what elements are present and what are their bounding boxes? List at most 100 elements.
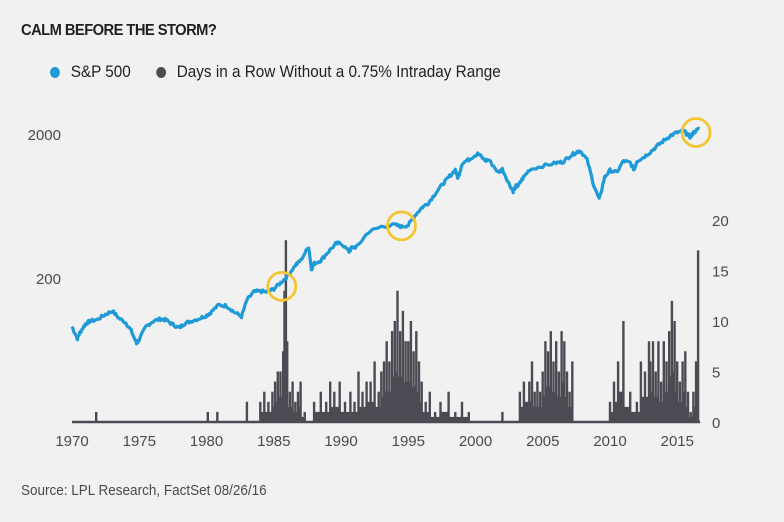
bar-days	[696, 391, 699, 422]
bar-days	[374, 406, 379, 422]
bar-days	[402, 381, 406, 422]
bar-days	[455, 416, 462, 422]
bar-days	[529, 401, 532, 422]
bar-days	[614, 401, 618, 422]
bar-days	[643, 371, 647, 422]
chart-title: CALM BEFORE THE STORM?	[21, 22, 217, 39]
bar-days	[542, 396, 546, 423]
bar-days	[329, 381, 332, 422]
bar-days	[692, 391, 695, 422]
bar-days	[303, 411, 306, 422]
bar-days	[440, 411, 449, 422]
bar-days	[682, 391, 686, 422]
x-tick-label: 2005	[526, 433, 559, 450]
x-tick-label: 1995	[392, 433, 425, 450]
line-series-sp500	[70, 126, 701, 346]
bar-days	[685, 406, 688, 422]
bar-days	[345, 411, 351, 422]
bar-days	[548, 386, 551, 422]
bar-days	[428, 391, 431, 422]
bar-days	[410, 386, 414, 422]
bar-days	[396, 290, 399, 422]
bar-days	[339, 411, 346, 422]
x-tick-label: 2015	[661, 433, 694, 450]
bar-days	[299, 381, 302, 422]
bar-days	[541, 371, 544, 422]
bar-days	[384, 391, 387, 422]
bar-days	[654, 371, 657, 422]
bar-days	[688, 416, 691, 422]
bar-series-days	[95, 240, 700, 423]
bar-days	[390, 331, 394, 422]
bar-days	[260, 411, 265, 422]
bar-days	[263, 391, 266, 422]
bar-days	[381, 396, 384, 423]
bar-days	[419, 401, 422, 422]
bar-days	[679, 401, 683, 422]
bar-days	[657, 341, 660, 422]
bar-days	[358, 406, 363, 422]
bar-days	[462, 416, 469, 422]
bar-days	[448, 416, 456, 422]
x-tick-label: 2000	[459, 433, 492, 450]
x-tick-label: 1970	[55, 433, 88, 450]
bar-days	[501, 411, 504, 422]
bar-days	[361, 391, 364, 422]
bar-days	[312, 401, 316, 422]
bar-days	[549, 331, 552, 422]
legend-marker-days	[156, 66, 166, 78]
x-tick-label: 1975	[123, 433, 156, 450]
bar-days	[645, 396, 649, 423]
annotation-circle	[386, 210, 417, 242]
bar-days	[610, 411, 614, 422]
bar-days	[272, 406, 276, 422]
bar-days	[636, 411, 641, 422]
bar-days	[661, 401, 664, 422]
bar-days	[279, 371, 282, 422]
bar-days	[416, 391, 419, 422]
bar-days	[538, 391, 542, 422]
bar-days	[289, 406, 293, 422]
bar-days	[421, 411, 426, 422]
x-tick-label: 1990	[324, 433, 357, 450]
legend-marker-sp500	[50, 66, 60, 78]
bar-days	[378, 406, 382, 422]
bar-days	[283, 386, 285, 422]
bar-days	[413, 386, 417, 422]
bar-days	[690, 416, 694, 422]
bar-days	[564, 396, 567, 423]
bar-days	[653, 396, 656, 423]
bar-days	[658, 401, 662, 422]
bar-days	[295, 411, 298, 422]
bar-days	[569, 406, 573, 422]
bar-days	[268, 411, 273, 422]
bar-days	[556, 396, 559, 423]
right-axis-ticks: 0 5 10 15 20	[712, 213, 729, 432]
annotation-circles	[266, 117, 712, 302]
bar-days	[264, 411, 269, 422]
bar-days	[618, 391, 624, 422]
annotation-circle	[680, 117, 712, 148]
bar-days	[389, 391, 393, 422]
bar-days	[394, 371, 398, 422]
right-axis-tick-label: 20	[712, 213, 729, 230]
bar-days	[571, 361, 574, 422]
bar-days	[523, 401, 530, 422]
bar-days	[380, 371, 383, 422]
bar-days	[651, 341, 655, 422]
bar-days	[674, 391, 678, 422]
bar-days	[401, 310, 405, 422]
bar-days	[291, 381, 294, 422]
bar-days	[366, 401, 371, 422]
bar-days	[447, 391, 450, 422]
bar-days	[429, 416, 436, 422]
bar-days	[555, 341, 558, 422]
legend-label-days: Days in a Row Without a 0.75% Intraday R…	[176, 62, 501, 81]
bar-days	[639, 361, 643, 422]
bar-days	[686, 391, 690, 422]
bar-days	[684, 351, 687, 422]
bar-days	[354, 411, 359, 422]
bar-days	[377, 391, 380, 422]
x-tick-label: 1985	[257, 433, 290, 450]
